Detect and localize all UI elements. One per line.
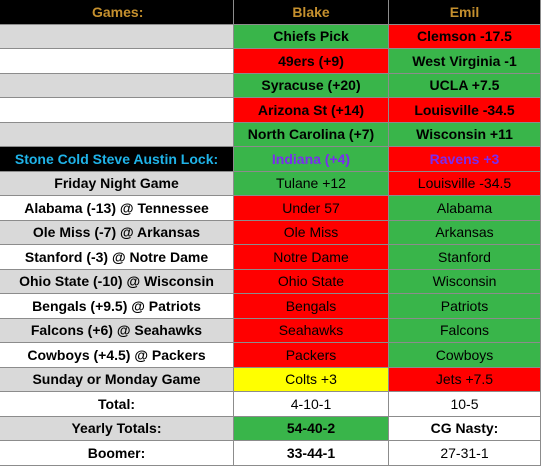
- game-row: Bengals (+9.5) @ Patriots Bengals Patrio…: [0, 294, 541, 319]
- game-label: Ohio State (-10) @ Wisconsin: [0, 269, 234, 294]
- game-label: Cowboys (+4.5) @ Packers: [0, 343, 234, 368]
- emil-game-pick: Patriots: [389, 294, 541, 319]
- game-row: Alabama (-13) @ Tennessee Under 57 Alaba…: [0, 196, 541, 221]
- game-label: Bengals (+9.5) @ Patriots: [0, 294, 234, 319]
- blake-game-pick: Packers: [234, 343, 389, 368]
- header-row: Games: Blake Emil: [0, 0, 541, 25]
- blake-game-pick: Ole Miss: [234, 220, 389, 245]
- blake-yearly-total: 54-40-2: [234, 416, 389, 441]
- game-row: Stanford (-3) @ Notre Dame Notre Dame St…: [0, 245, 541, 270]
- emil-pick: Wisconsin +11: [389, 122, 541, 147]
- blake-pick: 49ers (+9): [234, 49, 389, 74]
- blake-total: 4-10-1: [234, 392, 389, 417]
- empty-cell: [0, 49, 234, 74]
- game-label: Falcons (+6) @ Seahawks: [0, 318, 234, 343]
- games-header: Games:: [0, 0, 234, 25]
- boomer-label: Boomer:: [0, 441, 234, 466]
- emil-game-pick: Wisconsin: [389, 269, 541, 294]
- total-label: Total:: [0, 392, 234, 417]
- emil-pick: Louisville -34.5: [389, 98, 541, 123]
- blake-pick: Arizona St (+14): [234, 98, 389, 123]
- blake-game-pick: Tulane +12: [234, 171, 389, 196]
- emil-game-pick: Arkansas: [389, 220, 541, 245]
- emil-game-pick: Louisville -34.5: [389, 171, 541, 196]
- emil-game-pick: Jets +7.5: [389, 367, 541, 392]
- game-row: Friday Night Game Tulane +12 Louisville …: [0, 171, 541, 196]
- game-label: Sunday or Monday Game: [0, 367, 234, 392]
- empty-cell: [0, 98, 234, 123]
- blake-game-pick: Under 57: [234, 196, 389, 221]
- emil-game-pick: Falcons: [389, 318, 541, 343]
- game-label: Friday Night Game: [0, 171, 234, 196]
- emil-game-pick: Alabama: [389, 196, 541, 221]
- blake-game-pick: Colts +3: [234, 367, 389, 392]
- emil-total: 10-5: [389, 392, 541, 417]
- boomer-emil-total: 27-31-1: [389, 441, 541, 466]
- total-row: Total: 4-10-1 10-5: [0, 392, 541, 417]
- cg-nasty-label: CG Nasty:: [389, 416, 541, 441]
- emil-game-pick: Cowboys: [389, 343, 541, 368]
- game-row: Falcons (+6) @ Seahawks Seahawks Falcons: [0, 318, 541, 343]
- boomer-blake-total: 33-44-1: [234, 441, 389, 466]
- lock-row: Stone Cold Steve Austin Lock: Indiana (+…: [0, 147, 541, 172]
- emil-game-pick: Stanford: [389, 245, 541, 270]
- emil-pick: UCLA +7.5: [389, 73, 541, 98]
- emil-header: Emil: [389, 0, 541, 25]
- pick-row: 49ers (+9) West Virginia -1: [0, 49, 541, 74]
- blake-pick: Syracuse (+20): [234, 73, 389, 98]
- emil-pick: West Virginia -1: [389, 49, 541, 74]
- blake-game-pick: Seahawks: [234, 318, 389, 343]
- game-row: Sunday or Monday Game Colts +3 Jets +7.5: [0, 367, 541, 392]
- empty-cell: [0, 73, 234, 98]
- boomer-row: Boomer: 33-44-1 27-31-1: [0, 441, 541, 466]
- blake-game-pick: Notre Dame: [234, 245, 389, 270]
- pick-row: Chiefs Pick Clemson -17.5: [0, 24, 541, 49]
- pick-row: Arizona St (+14) Louisville -34.5: [0, 98, 541, 123]
- emil-lock-pick: Ravens +3: [389, 147, 541, 172]
- yearly-row: Yearly Totals: 54-40-2 CG Nasty:: [0, 416, 541, 441]
- lock-label: Stone Cold Steve Austin Lock:: [0, 147, 234, 172]
- blake-pick: Chiefs Pick: [234, 24, 389, 49]
- blake-game-pick: Bengals: [234, 294, 389, 319]
- yearly-label: Yearly Totals:: [0, 416, 234, 441]
- empty-cell: [0, 122, 234, 147]
- game-label: Stanford (-3) @ Notre Dame: [0, 245, 234, 270]
- blake-pick: North Carolina (+7): [234, 122, 389, 147]
- pick-row: Syracuse (+20) UCLA +7.5: [0, 73, 541, 98]
- game-row: Cowboys (+4.5) @ Packers Packers Cowboys: [0, 343, 541, 368]
- game-row: Ole Miss (-7) @ Arkansas Ole Miss Arkans…: [0, 220, 541, 245]
- game-row: Ohio State (-10) @ Wisconsin Ohio State …: [0, 269, 541, 294]
- pick-row: North Carolina (+7) Wisconsin +11: [0, 122, 541, 147]
- game-label: Ole Miss (-7) @ Arkansas: [0, 220, 234, 245]
- emil-pick: Clemson -17.5: [389, 24, 541, 49]
- blake-lock-pick: Indiana (+4): [234, 147, 389, 172]
- blake-game-pick: Ohio State: [234, 269, 389, 294]
- game-label: Alabama (-13) @ Tennessee: [0, 196, 234, 221]
- empty-cell: [0, 24, 234, 49]
- blake-header: Blake: [234, 0, 389, 25]
